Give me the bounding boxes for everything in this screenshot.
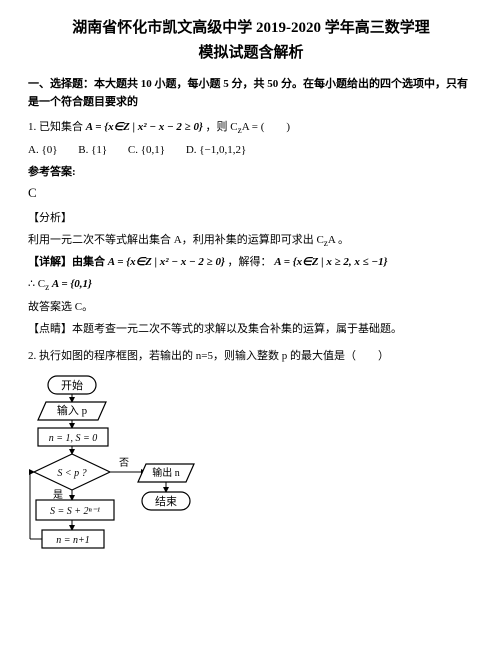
therefore-line: ∴ Cz A = {0,1}: [28, 276, 474, 295]
therefore-set: A = {0,1}: [52, 278, 92, 290]
q1-stem: 1. 已知集合 A = {x∈Z | x² − x − 2 ≥ 0} ，则 Cz…: [28, 119, 474, 138]
therefore-pre: ∴ C: [28, 278, 45, 290]
detail-line: 【详解】由集合 A = {x∈Z | x² − x − 2 ≥ 0} ，解得： …: [28, 254, 474, 272]
analysis-tail: A 。: [328, 234, 349, 246]
q1-set: A = {x∈Z | x² − x − 2 ≥ 0}: [86, 121, 203, 133]
fc-end: 结束: [155, 495, 177, 508]
flowchart: 开始 输入 p n = 1, S = 0 S < p ? 否 是 输出 n S …: [28, 372, 474, 582]
q1-opt-a: A. {0}: [28, 142, 58, 160]
analysis-label: 【分析】: [28, 210, 474, 228]
detail-mid: ，解得：: [228, 256, 272, 268]
fc-cond: S < p ?: [57, 468, 86, 479]
q1-opt-c: C. {0,1}: [128, 142, 165, 160]
fc-init: n = 1, S = 0: [49, 433, 98, 444]
fc-no: 否: [119, 457, 129, 469]
detail-set1: A = {x∈Z | x² − x − 2 ≥ 0}: [108, 256, 225, 268]
fc-body: S = S + 2ⁿ⁻¹: [50, 506, 100, 517]
fc-out: 输出 n: [152, 466, 180, 479]
fc-start: 开始: [61, 378, 83, 392]
point-line: 【点睛】本题考查一元二次不等式的求解以及集合补集的运算，属于基础题。: [28, 321, 474, 339]
q1-pre: 1. 已知集合: [28, 121, 86, 133]
q1-opt-b: B. {1}: [78, 142, 107, 160]
ref-answer-label: 参考答案:: [28, 164, 474, 182]
q2-stem: 2. 执行如图的程序框图，若输出的 n=5，则输入整数 p 的最大值是（ ）: [28, 348, 474, 366]
analysis-text: 利用一元二次不等式解出集合 A，利用补集的运算即可求出 C: [28, 234, 324, 246]
flowchart-svg: 开始 输入 p n = 1, S = 0 S < p ? 否 是 输出 n S …: [28, 372, 198, 582]
q1-options: A. {0} B. {1} C. {0,1} D. {−1,0,1,2}: [28, 142, 474, 160]
doc-title-l1: 湖南省怀化市凯文高级中学 2019-2020 学年高三数学理: [28, 18, 474, 39]
q1-tail: A = ( ): [242, 121, 290, 133]
choose-line: 故答案选 C。: [28, 299, 474, 317]
detail-label: 【详解】由集合: [28, 256, 108, 268]
q1-answer: C: [28, 183, 474, 204]
fc-yes: 是: [53, 489, 63, 501]
q1-opt-d: D. {−1,0,1,2}: [186, 142, 246, 160]
section-1-head: 一、选择题：本大题共 10 小题，每小题 5 分，共 50 分。在每小题给出的四…: [28, 76, 474, 111]
therefore-sub: z: [45, 282, 49, 292]
fc-input: 输入 p: [57, 403, 88, 417]
analysis-body: 利用一元二次不等式解出集合 A，利用补集的运算即可求出 CzA 。: [28, 232, 474, 251]
detail-set2: A = {x∈Z | x ≥ 2, x ≤ −1}: [274, 256, 387, 268]
q1-post: ，则 C: [206, 121, 238, 133]
fc-inc: n = n+1: [56, 535, 90, 546]
doc-title-l2: 模拟试题含解析: [28, 43, 474, 64]
